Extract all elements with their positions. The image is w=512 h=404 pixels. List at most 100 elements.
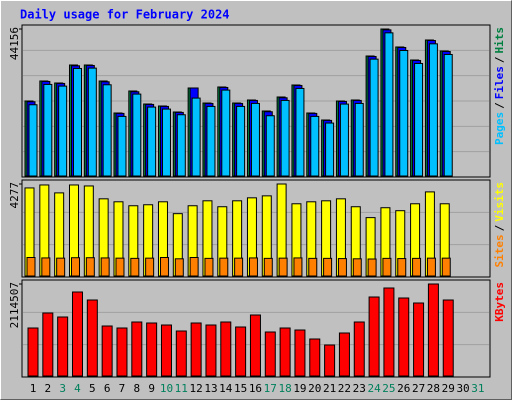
bar [174,258,184,277]
bar [102,84,112,177]
bar [264,331,276,377]
x-tick-label: 31 [471,382,484,395]
x-tick-label: 21 [323,382,336,395]
legend-label: Sites [493,234,506,267]
bar [368,296,380,377]
bar [310,115,320,177]
x-tick-label: 14 [219,382,233,395]
x-tick-label: 24 [367,382,381,395]
bar [399,49,409,177]
legend: Sites / Visits [493,182,506,268]
x-tick-label: 15 [234,382,247,395]
x-tick-label: 27 [412,382,425,395]
legend-label: Files [493,66,506,99]
bar [353,321,365,377]
bar [71,291,83,377]
x-tick-label: 12 [190,382,203,395]
x-tick-label: 6 [104,382,111,395]
x-tick-label: 10 [160,382,173,395]
bar [100,257,110,277]
bar [235,326,247,377]
bar [101,325,113,377]
bar [161,108,171,177]
x-tick-label: 7 [119,382,126,395]
bar [234,257,244,277]
bar [221,89,231,177]
bar [145,257,155,277]
bar [87,67,97,177]
legend: KBytes [493,282,506,322]
bar [219,257,229,277]
x-tick-label: 8 [133,382,140,395]
bar [354,102,364,177]
bar [190,322,202,377]
bar [43,83,53,177]
bar [176,114,186,177]
bar [352,258,362,277]
bar [278,257,288,277]
bar [308,257,318,277]
bar [309,338,321,377]
x-tick-label: 17 [264,382,277,395]
bar [324,344,336,377]
bar [41,257,51,277]
legend-label: KBytes [493,282,506,322]
bar [413,302,425,377]
bar [263,257,273,277]
legend: Pages / Files / Hits [493,27,506,145]
bar [398,297,410,377]
bar [236,105,246,177]
y-tick-label: 44156 [8,27,21,60]
bar [57,316,69,377]
bar [339,103,349,177]
bar [295,87,305,177]
bar [443,53,453,177]
bar [117,115,127,177]
bar [27,327,39,377]
x-tick-label: 23 [353,382,366,395]
legend-separator: / [493,56,506,63]
bar [72,67,82,177]
bar [130,257,140,277]
bar [414,62,424,177]
bar [427,283,439,377]
x-tick-label: 28 [427,382,440,395]
x-tick-label: 29 [442,382,455,395]
x-tick-label: 19 [293,382,306,395]
y-tick-label: 2114507 [8,282,21,328]
x-tick-label: 16 [249,382,262,395]
bar [426,257,436,277]
legend-separator: / [493,102,506,109]
bar [147,106,157,177]
bar [294,329,306,377]
x-tick-label: 13 [204,382,217,395]
bar [115,257,125,277]
bar [279,327,291,377]
bar [85,257,95,277]
x-tick-label: 20 [308,382,321,395]
bar [384,32,394,177]
bar [86,299,98,377]
bar [382,257,392,277]
bar [265,115,275,177]
y-tick-label: 4277 [8,182,21,209]
x-tick-label: 1 [30,382,37,395]
x-tick-label: 18 [278,382,291,395]
bar [58,85,68,177]
bar [397,258,407,277]
bar [56,257,66,277]
bar [189,257,199,277]
x-tick-label: 3 [59,382,66,395]
bar [337,258,347,277]
bar [175,330,187,377]
x-tick-label: 11 [175,382,188,395]
x-tick-label: 26 [397,382,410,395]
bar [293,257,303,277]
bar [250,102,260,177]
bar [249,314,261,377]
bar [146,322,158,377]
legend-label: Hits [493,27,506,54]
bar [205,324,217,377]
x-tick-label: 5 [89,382,96,395]
